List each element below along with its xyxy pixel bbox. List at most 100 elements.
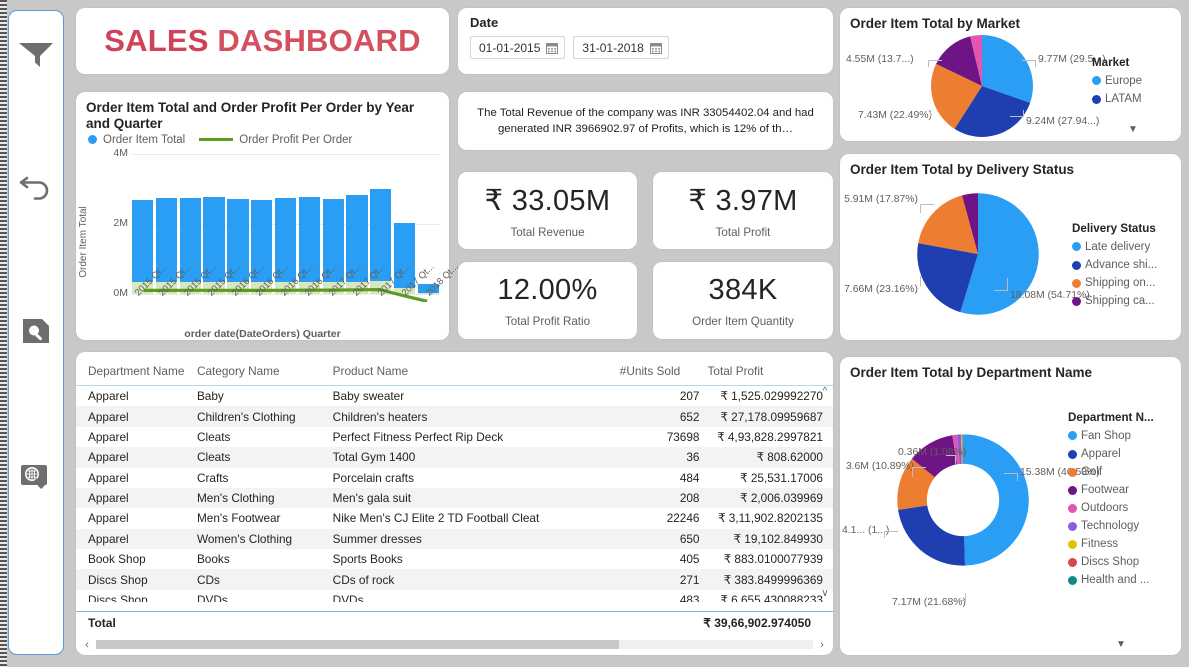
pie-slice-2[interactable] [931,63,982,129]
focus-mode-icon[interactable] [14,453,58,497]
delivery-status-pie-plot[interactable]: 18.08M (54.71%) 7.66M (23.16%) 5.91M (17… [840,178,1181,336]
pie-slice-1[interactable] [917,242,978,313]
delivery-status-pie-card[interactable]: Order Item Total by Delivery Status 18.0… [840,154,1181,340]
bar[interactable] [393,222,416,294]
table-row[interactable]: Apparel Cleats Perfect Fitness Perfect Rip… [76,427,833,447]
column-header-category-name[interactable]: Category Name [192,352,329,386]
products-table-card[interactable]: Department Name Category Name Product Na… [76,352,833,655]
bar[interactable] [346,195,368,294]
table-row[interactable]: Apparel Women's Clothing Summer dresses 650… [76,528,833,549]
bar-column[interactable] [417,154,440,294]
bar[interactable] [274,197,297,294]
table-horizontal-scrollbar[interactable]: ‹ › [76,636,833,653]
legend-item[interactable]: Shipping ca... [1072,295,1157,307]
bar-column[interactable] [132,154,154,294]
legend-label-order-item-total[interactable]: Order Item Total [103,133,186,146]
scroll-thumb[interactable] [96,640,620,649]
column-header-units-sold[interactable]: #Units Sold [615,352,704,386]
legend-item[interactable]: Shipping on... [1072,277,1157,289]
combo-chart-card[interactable]: Order Item Total and Order Profit Per Or… [76,92,460,342]
bar[interactable] [227,199,249,294]
kpi-card-total-profit[interactable]: ₹ 3.97M Total Profit [653,172,833,249]
combo-chart-bars[interactable] [132,154,440,294]
table-scroll-viewport[interactable]: Department Name Category Name Product Na… [76,352,833,602]
bar[interactable] [322,198,344,294]
bar[interactable] [417,284,440,294]
market-pie-svg[interactable] [930,34,1034,138]
chevron-left-icon[interactable]: ‹ [85,638,89,651]
kpi-card-order-item-quantity[interactable]: 384K Order Item Quantity [653,262,833,339]
date-start-input[interactable]: 01-01-2015 [470,36,566,59]
chevron-down-icon[interactable]: ▼ [1128,123,1138,135]
column-header-total-profit[interactable]: Total Profit [703,352,833,386]
table-row[interactable]: Discs Shop DVDs DVDs 483 ₹ 6,655.430088233 [76,590,833,602]
legend-item[interactable]: Golf [1068,466,1154,478]
table-row[interactable]: Apparel Cleats Total Gym 1400 36 ₹ 808.62000 [76,447,833,468]
pie-slice-0[interactable] [982,34,1033,103]
table-row[interactable]: Apparel Crafts Porcelain crafts 484 ₹ 25,531… [76,468,833,488]
calendar-icon[interactable] [649,42,662,54]
legend-label-order-profit-per-order[interactable]: Order Profit Per Order [239,133,353,146]
table-row[interactable]: Apparel Men's Footwear Nike Men's CJ Elite… [76,508,833,528]
bar[interactable] [132,200,154,294]
legend-item[interactable]: Late delivery [1072,241,1157,253]
scroll-track[interactable] [96,640,813,649]
pie-slice-0[interactable] [960,193,1039,315]
chevron-right-icon[interactable]: › [820,638,824,651]
department-legend[interactable]: Department N... Fan Shop Apparel Golf Footw… [1068,411,1154,593]
products-table[interactable]: Department Name Category Name Product Na… [76,352,833,602]
drillthrough-icon[interactable] [14,309,58,353]
bar[interactable] [251,200,273,294]
table-vertical-scrollbar[interactable]: ^ ∨ [820,386,830,599]
bar[interactable] [298,196,320,294]
combo-chart-legend[interactable]: Order Item Total Order Profit Per Order [76,132,449,146]
bar[interactable] [179,198,201,294]
chevron-up-icon[interactable]: ^ [822,386,828,397]
market-legend[interactable]: Market Europe LATAM [1092,56,1142,111]
legend-item[interactable]: Fan Shop [1068,430,1154,442]
date-end-input[interactable]: 31-01-2018 [573,36,669,59]
table-row[interactable]: Apparel Men's Clothing Men's gala suit 208 ₹… [76,487,833,509]
combo-chart-title: Order Item Total and Order Profit Per Or… [86,100,415,131]
delivery-status-pie-svg[interactable] [916,192,1040,316]
bar[interactable] [203,196,225,294]
legend-item[interactable]: Footwear [1068,484,1154,496]
legend-item[interactable]: Europe [1092,75,1142,87]
pie-slice-4[interactable] [970,34,982,86]
combo-chart-plot[interactable]: Order Item Total 0M 2M 4M 2015 Qt... 2015 Q… [76,146,460,342]
department-donut-svg[interactable] [896,433,1030,567]
delivery-status-legend[interactable]: Delivery Status Late delivery Advance shi… [1072,222,1157,313]
pie-slice-1[interactable] [954,85,1031,137]
market-pie-card[interactable]: Order Item Total by Market 9.77M (29.5..… [840,8,1181,141]
column-header-department-name[interactable]: Department Name [76,352,193,386]
legend-item[interactable]: Technology [1068,520,1154,532]
bar[interactable] [370,188,392,294]
chevron-down-icon[interactable]: ▼ [1116,638,1126,650]
table-row[interactable]: Apparel Baby Baby sweater 207 ₹ 1,525.029992… [76,386,833,407]
department-donut-plot[interactable]: 15.38M (46.53%) 7.17M (21.68%) 4.1... (1… [840,381,1181,651]
chevron-down-icon[interactable]: ∨ [821,588,829,599]
table-row[interactable]: Apparel Children's Clothing Children's hea… [76,406,833,427]
kpi-card-total-profit-ratio[interactable]: 12.00% Total Profit Ratio [458,262,637,339]
legend-item[interactable]: Advance shi... [1072,259,1157,271]
column-header-product-name[interactable]: Product Name [328,352,616,386]
legend-item[interactable]: Fitness [1068,538,1154,550]
legend-item[interactable]: Health and ... [1068,574,1154,586]
market-pie-plot[interactable]: 9.77M (29.5...) 9.24M (27.94...) 7.43M (… [840,32,1181,137]
department-donut-card[interactable]: Order Item Total by Department Name 15.3… [840,357,1181,655]
kpi-card-total-revenue[interactable]: ₹ 33.05M Total Revenue [458,172,637,249]
legend-item[interactable]: Outdoors [1068,502,1154,514]
filter-icon[interactable] [14,33,58,77]
undo-icon[interactable] [14,167,58,211]
calendar-icon[interactable] [546,42,559,54]
legend-item[interactable]: LATAM [1092,93,1142,105]
table-row[interactable]: Book Shop Books Sports Books 405 ₹ 883.01000… [76,549,833,569]
pie-slice-2[interactable] [918,195,978,254]
pie-slice-3[interactable] [962,193,978,254]
legend-item[interactable]: Discs Shop [1068,556,1154,568]
legend-item[interactable]: Apparel [1068,448,1154,460]
legend-color-dot [1068,539,1077,549]
table-row[interactable]: Discs Shop CDs CDs of rock 271 ₹ 383.8499996… [76,569,833,590]
pie-slice-3[interactable] [936,36,982,86]
bar[interactable] [155,198,178,294]
